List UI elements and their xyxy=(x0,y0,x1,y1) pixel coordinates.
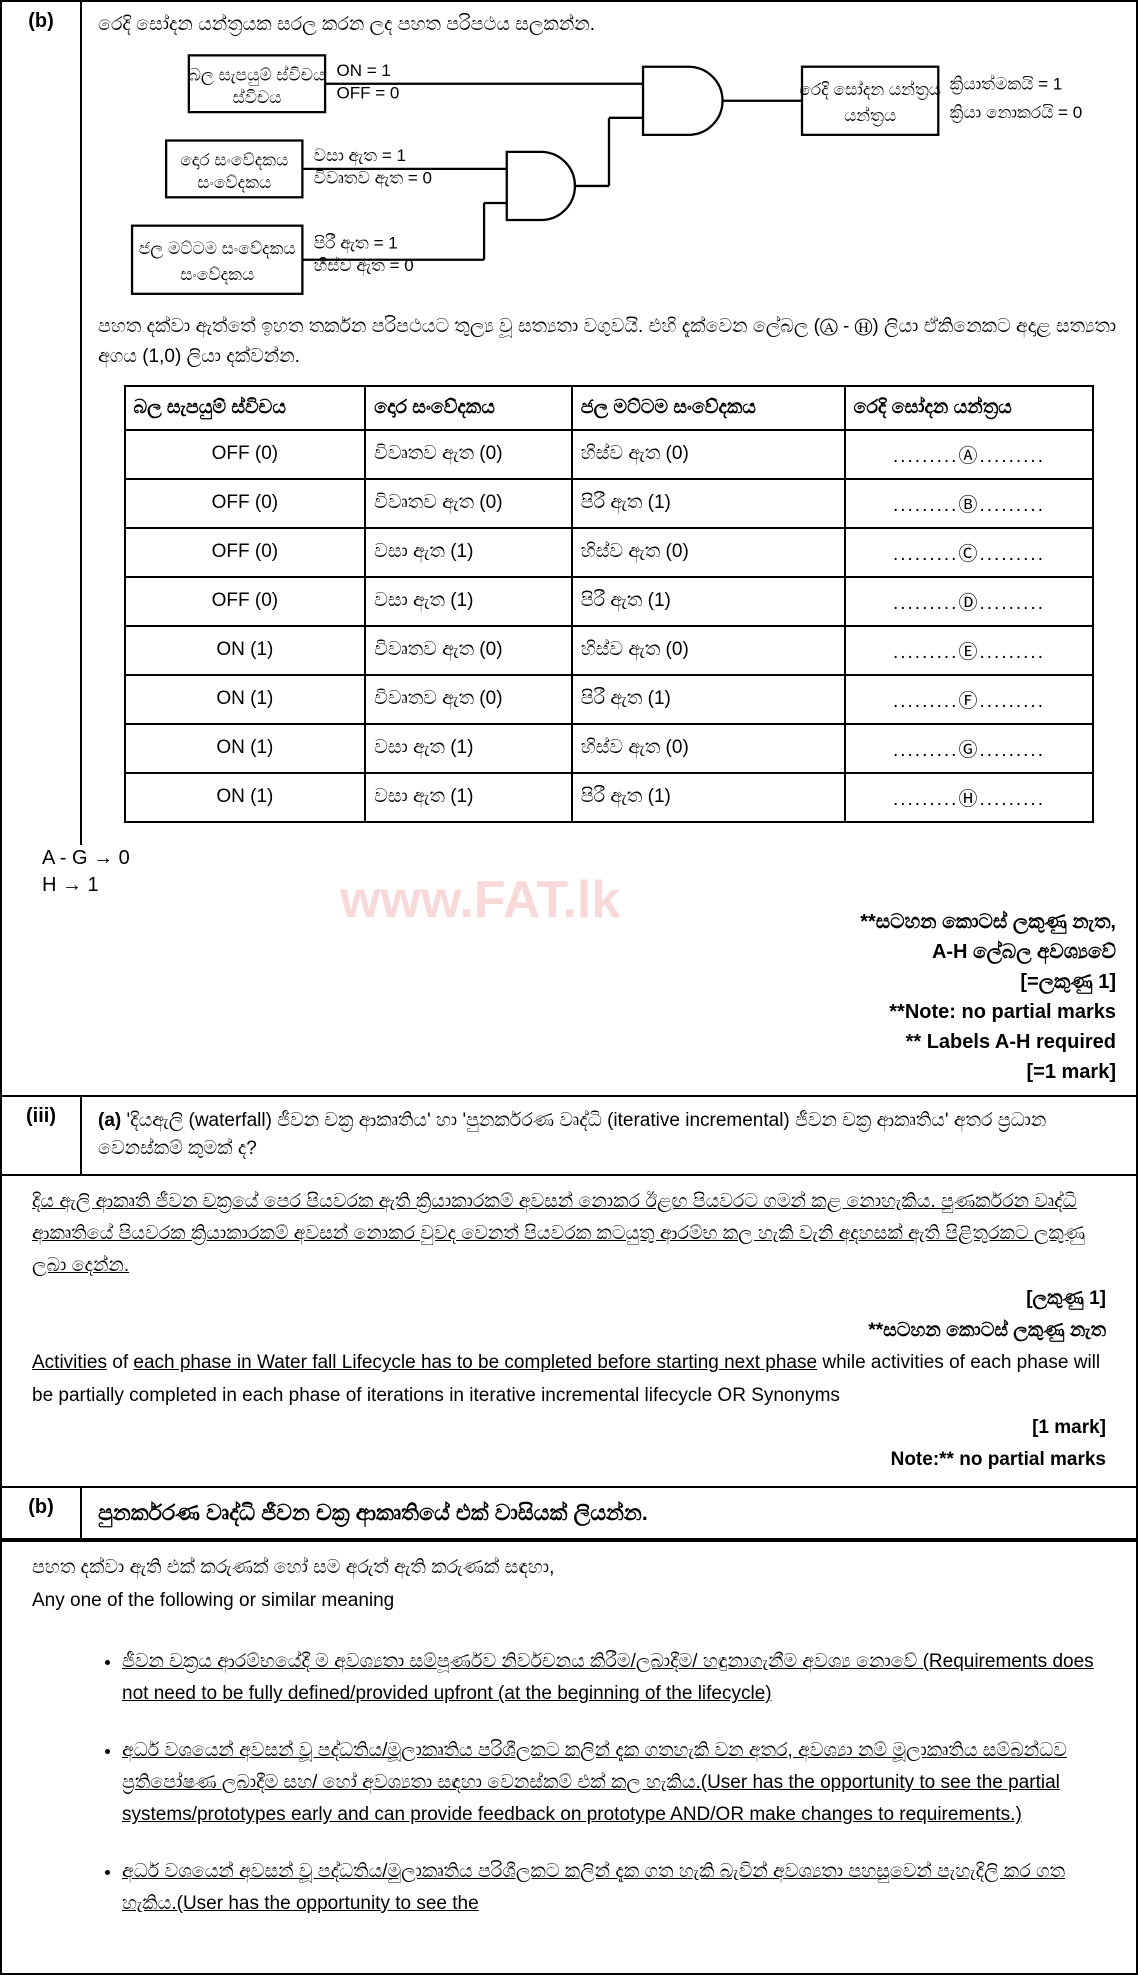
truth-table: බල සැපයුම් ස්විචය දොර සංවේදකය ජල මට්ටම ස… xyxy=(124,385,1095,823)
iii-marks-si: [ලකුණු 1] xyxy=(32,1283,1106,1315)
marks-l4: **Note: no partial marks xyxy=(22,997,1116,1027)
svg-text:සංවේදකය: සංවේදකය xyxy=(180,265,254,285)
table-cell: ON (1) xyxy=(125,773,366,822)
section-b2: (b) පුනර්කරණ වෘද්ධි ජීවන චක්‍ර ආකෘතියේ එ… xyxy=(2,1488,1136,1542)
table-cell: ON (1) xyxy=(125,675,366,724)
table-cell: .........Ⓐ......... xyxy=(845,430,1094,479)
table-cell: වසා ඇත (1) xyxy=(365,528,572,577)
table-row: OFF (0)වසා ඇත (1)හිස්ව ඇත (0).........Ⓒ.… xyxy=(125,528,1094,577)
b2-label: (b) xyxy=(2,1488,82,1538)
table-cell: විවෘතව ඇත (0) xyxy=(365,675,572,724)
table-cell: හිස්ව ඇත (0) xyxy=(572,430,845,479)
box1-title: බල සැපයුම් ස්විචය xyxy=(189,65,326,85)
table-row: ON (1)විවෘතව ඇත (0)හිස්ව ඇත (0).........… xyxy=(125,626,1094,675)
iii-answer-block: දිය ඇලි ආකෘති ජීවන චක්‍රයේ පෙර පියවරක ඇත… xyxy=(2,1176,1136,1487)
output-l2: ක්‍රියා නොකරයි = 0 xyxy=(950,103,1083,123)
iii-sublabel: (a) xyxy=(98,1110,121,1131)
table-cell: හිස්ව ඇත (0) xyxy=(572,528,845,577)
box2-l1: වසා ඇත = 1 xyxy=(314,146,406,167)
section-b: (b) රෙදි සෝදන යන්ත්‍රයක සරල කරන ලද පහත ප… xyxy=(2,2,1136,1097)
section-b-content: රෙදි සෝදන යන්ත්‍රයක සරල කරන ලද පහත පරිපථ… xyxy=(82,2,1136,845)
svg-text:සංවේදකය: සංවේදකය xyxy=(197,173,271,193)
page-container: (b) රෙදි සෝදන යන්ත්‍රයක සරල කරන ලද පහත ප… xyxy=(0,0,1138,1975)
marks-block-b: **සටහන කොටස් ලකුණු නැත, A-H ලේබල අවශ්‍යව… xyxy=(2,899,1136,1095)
table-cell: පිරී ඇත (1) xyxy=(572,773,845,822)
table-row: OFF (0)විවෘතව ඇත (0)හිස්ව ඇත (0)........… xyxy=(125,430,1094,479)
table-cell: විවෘතව ඇත (0) xyxy=(365,479,572,528)
svg-text:ස්විචය: ස්විචය xyxy=(233,88,282,107)
table-cell: .........Ⓖ......... xyxy=(845,724,1094,773)
iii-note-si: **සටහන කොටස් ලකුණු නැත xyxy=(32,1315,1106,1347)
section-b-label: (b) xyxy=(2,2,82,845)
marks-l5: ** Labels A-H required xyxy=(22,1027,1116,1057)
table-cell: පිරී ඇත (1) xyxy=(572,479,845,528)
box3-l1: පිරී ඇත = 1 xyxy=(314,233,398,254)
table-cell: .........Ⓓ......... xyxy=(845,577,1094,626)
b2-intro: පහත දක්වා ඇති එක් කරුණක් හෝ සම අරුත් ඇති… xyxy=(2,1542,1136,1617)
table-cell: .........Ⓔ......... xyxy=(845,626,1094,675)
marks-l3: [=ලකුණු 1] xyxy=(22,967,1116,997)
table-row: OFF (0)විවෘතව ඇත (0)පිරී ඇත (1).........… xyxy=(125,479,1094,528)
b2-intro-si: පහත දක්වා ඇති එක් කරුණක් හෝ සම අරුත් ඇති… xyxy=(32,1552,1106,1584)
output-title: රෙදි සෝදන යන්ත්‍රය xyxy=(799,80,941,100)
table-cell: විවෘතව ඇත (0) xyxy=(365,430,572,479)
answer-h: H → 1 xyxy=(2,872,1136,899)
table-cell: පිරී ඇත (1) xyxy=(572,675,845,724)
table-cell: හිස්ව ඇත (0) xyxy=(572,724,845,773)
box1-off: OFF = 0 xyxy=(336,84,399,103)
table-cell: ON (1) xyxy=(125,626,366,675)
output-l1: ක්‍රියාත්මකයි = 1 xyxy=(950,74,1063,94)
table-cell: පිරී ඇත (1) xyxy=(572,577,845,626)
table-cell: වසා ඇත (1) xyxy=(365,724,572,773)
section-iii: (iii) (a) 'දියඇලි (waterfall) ජීවන චක්‍ර… xyxy=(2,1097,1136,1489)
table-row: ON (1)වසා ඇත (1)හිස්ව ඇත (0).........Ⓖ..… xyxy=(125,724,1094,773)
svg-text:යන්ත්‍රය: යන්ත්‍රය xyxy=(844,106,896,126)
marks-l6: [=1 mark] xyxy=(22,1057,1116,1087)
b2-intro-en: Any one of the following or similar mean… xyxy=(32,1585,1106,1617)
table-cell: .........Ⓑ......... xyxy=(845,479,1094,528)
table-cell: .........Ⓕ......... xyxy=(845,675,1094,724)
table-cell: .........Ⓒ......... xyxy=(845,528,1094,577)
iii-question-text: 'දියඇලි (waterfall) ජීවන චක්‍ර ආකෘතිය' හ… xyxy=(98,1110,1046,1160)
iii-label: (iii) xyxy=(2,1097,82,1174)
box1-on: ON = 1 xyxy=(336,61,390,80)
list-item: ජීවන චක්‍රය ආරම්භයේදී ම අවශ්‍යතා සම්පූර්… xyxy=(122,1646,1096,1711)
box2-title: දොර සංවේදකය xyxy=(180,151,288,171)
bullet-list: ජීවන චක්‍රය ආරම්භයේදී ම අවශ්‍යතා සම්පූර්… xyxy=(2,1636,1136,1954)
b2-question: පුනර්කරණ වෘද්ධි ජීවන චක්‍ර ආකෘතියේ එක් ව… xyxy=(82,1488,1136,1538)
marks-l1: **සටහන කොටස් ලකුණු නැත, xyxy=(22,907,1116,937)
table-row: ON (1)විවෘතව ඇත (0)පිරී ඇත (1).........Ⓕ… xyxy=(125,675,1094,724)
th-3: රෙදි සෝදන යන්ත්‍රය xyxy=(845,386,1094,430)
table-cell: OFF (0) xyxy=(125,577,366,626)
box3-title: ජල මට්ටම සංවේදකය xyxy=(139,239,296,259)
instruction-text: රෙදි සෝදන යන්ත්‍රයක සරල කරන ලද පහත පරිපථ… xyxy=(98,14,1120,36)
circuit-diagram: බල සැපයුම් ස්විචය ස්විචය ON = 1 OFF = 0 … xyxy=(98,44,1120,304)
table-cell: OFF (0) xyxy=(125,430,366,479)
table-row: OFF (0)වසා ඇත (1)පිරී ඇත (1).........Ⓓ..… xyxy=(125,577,1094,626)
iii-answer-si: දිය ඇලි ආකෘති ජීවන චක්‍රයේ පෙර පියවරක ඇත… xyxy=(32,1191,1085,1277)
iii-marks-en: [1 mark] xyxy=(32,1412,1106,1444)
marks-l2: A-H ලේබල අවශ්‍යවේ xyxy=(22,937,1116,967)
th-2: ජල මට්ටම සංවේදකය xyxy=(572,386,845,430)
table-cell: .........Ⓗ......... xyxy=(845,773,1094,822)
iii-answer-en: Activities of each phase in Water fall L… xyxy=(32,1347,1106,1412)
th-0: බල සැපයුම් ස්විචය xyxy=(125,386,366,430)
iii-question: (a) 'දියඇලි (waterfall) ජීවන චක්‍ර ආකෘති… xyxy=(82,1097,1136,1174)
table-cell: ON (1) xyxy=(125,724,366,773)
list-item: අර්ධ වශයෙන් අවසන් වූ පද්ධතිය/මුලාකෘතිය ප… xyxy=(122,1856,1096,1921)
table-row: ON (1)වසා ඇත (1)පිරී ඇත (1).........Ⓗ...… xyxy=(125,773,1094,822)
iii-note-en: Note:** no partial marks xyxy=(32,1444,1106,1476)
th-1: දොර සංවේදකය xyxy=(365,386,572,430)
circuit-svg: බල සැපයුම් ස්විචය ස්විචය ON = 1 OFF = 0 … xyxy=(98,44,1120,339)
box2-l2: විවෘතව ඇත = 0 xyxy=(314,169,432,190)
table-cell: වසා ඇත (1) xyxy=(365,773,572,822)
table-cell: හිස්ව ඇත (0) xyxy=(572,626,845,675)
answer-ag: A - G → 0 xyxy=(2,845,1136,872)
list-item: අර්ධ වශයෙන් අවසන් වූ පද්ධතිය/මූලාකෘතිය ප… xyxy=(122,1735,1096,1832)
table-cell: OFF (0) xyxy=(125,528,366,577)
table-cell: වසා ඇත (1) xyxy=(365,577,572,626)
table-cell: විවෘතව ඇත (0) xyxy=(365,626,572,675)
table-cell: OFF (0) xyxy=(125,479,366,528)
